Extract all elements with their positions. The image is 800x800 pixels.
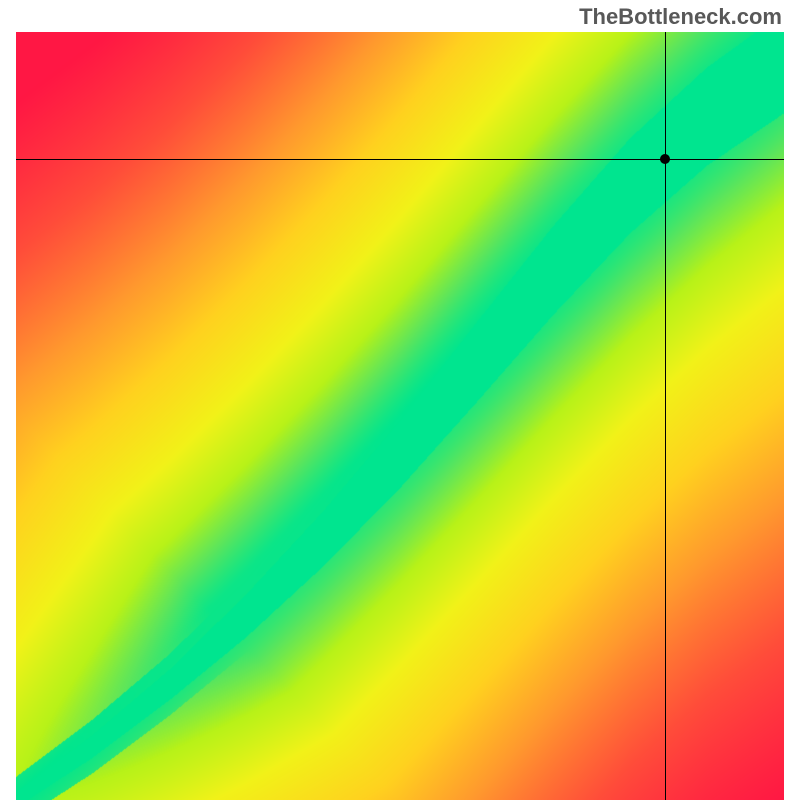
heatmap-plot [16, 32, 784, 800]
crosshair-vertical [665, 32, 666, 800]
heatmap-canvas [16, 32, 784, 800]
watermark-text: TheBottleneck.com [579, 4, 782, 30]
crosshair-marker [660, 154, 670, 164]
